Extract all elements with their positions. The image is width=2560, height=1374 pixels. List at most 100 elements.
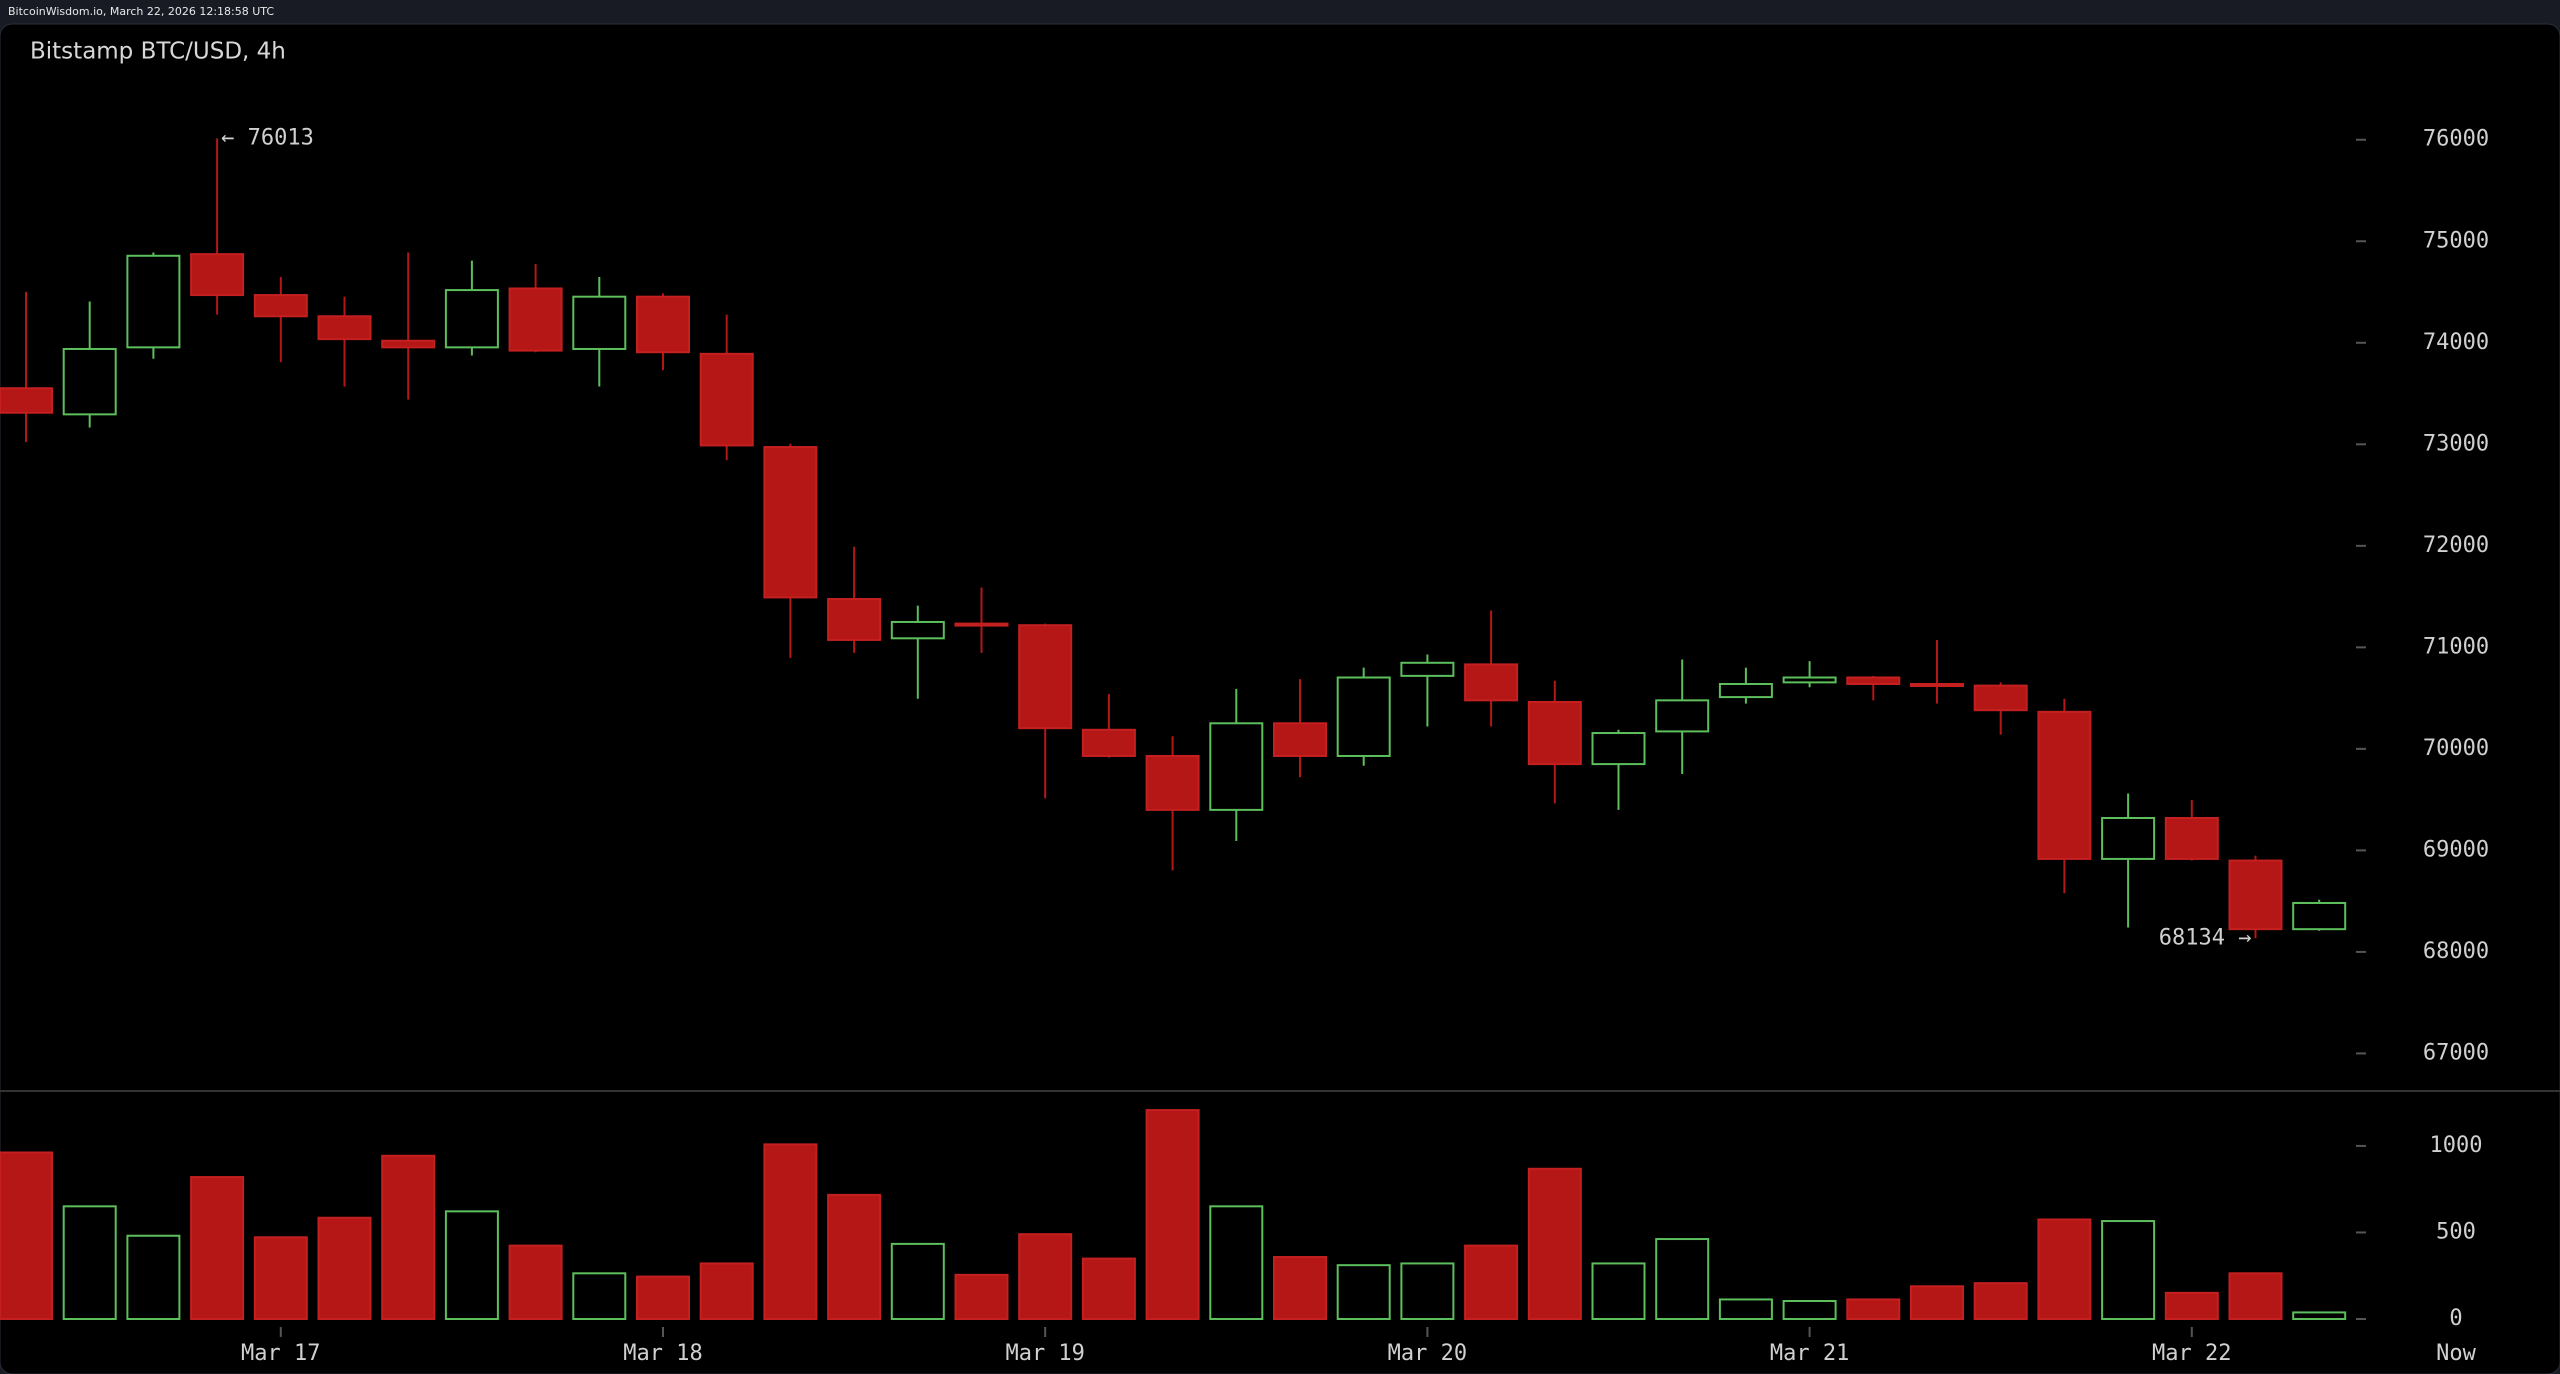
- volume-bar: [699, 1262, 754, 1320]
- chart-title: Bitstamp BTC/USD, 4h: [30, 39, 286, 65]
- candle-body: [827, 598, 882, 641]
- volume-bar: [253, 1236, 308, 1321]
- volume-bar: [126, 1234, 181, 1320]
- volume-bar: [1018, 1233, 1073, 1320]
- volume-bar: [1527, 1167, 1582, 1321]
- y-tick-label: 75000: [2423, 228, 2489, 253]
- volume-bar: [1081, 1257, 1136, 1321]
- volume-bar: [2037, 1218, 2092, 1320]
- chart-panel: [0, 23, 2560, 1374]
- volume-bar: [1718, 1298, 1773, 1320]
- volume-bar: [381, 1154, 436, 1320]
- volume-bar: [1400, 1262, 1455, 1320]
- candle-body: [699, 352, 754, 447]
- candle-body: [444, 289, 499, 349]
- volume-bar: [0, 1151, 53, 1320]
- y-tick-label: 68000: [2423, 939, 2489, 964]
- candle-body: [190, 253, 245, 297]
- candle-body: [1400, 661, 1455, 677]
- candle-body: [1527, 700, 1582, 766]
- x-tick-label: Mar 22: [2152, 1341, 2231, 1366]
- candle-body: [1081, 728, 1136, 757]
- candle-body: [508, 287, 563, 352]
- x-tick-label: Mar 18: [623, 1341, 702, 1366]
- volume-bar: [890, 1242, 945, 1321]
- candle-body: [1910, 682, 1964, 687]
- candle-body: [1718, 682, 1773, 699]
- volume-bar: [2228, 1272, 2283, 1321]
- candle-body: [1782, 676, 1837, 684]
- volume-bar: [190, 1176, 245, 1320]
- candle-body: [2101, 817, 2156, 860]
- y-tick-label: 72000: [2423, 533, 2489, 558]
- volume-bar: [1209, 1205, 1264, 1320]
- volume-bar: [763, 1143, 818, 1320]
- volume-bar: [444, 1210, 499, 1321]
- candle-body: [1655, 699, 1710, 733]
- candle-body: [954, 622, 1009, 627]
- candle-body: [1464, 663, 1519, 702]
- y-tick-label: 73000: [2423, 431, 2489, 456]
- candle-body: [126, 254, 181, 349]
- volume-bar: [317, 1216, 372, 1320]
- volume-bar: [1846, 1298, 1901, 1320]
- y-tick-label: 76000: [2423, 127, 2489, 152]
- volume-tick-label: 1000: [2430, 1133, 2483, 1158]
- candle-body: [763, 446, 818, 599]
- x-tick-label: Mar 21: [1770, 1341, 1849, 1366]
- volume-bar: [2292, 1311, 2347, 1321]
- candle-body: [381, 339, 436, 349]
- candle-body: [1145, 754, 1200, 811]
- y-tick-label: 71000: [2423, 634, 2489, 659]
- volume-bar: [827, 1193, 882, 1320]
- volume-tick-label: 0: [2449, 1306, 2462, 1331]
- volume-bar: [1591, 1262, 1646, 1320]
- candle-body: [636, 295, 690, 354]
- candle-body: [1973, 684, 2028, 712]
- candle-body: [2037, 710, 2092, 860]
- y-tick-label: 67000: [2423, 1040, 2489, 1065]
- candle-body: [317, 315, 372, 341]
- candle-body: [2292, 901, 2347, 931]
- candle-body: [1273, 722, 1327, 757]
- extreme-annotation: 68134 →: [2159, 925, 2252, 950]
- candle-body: [1209, 722, 1264, 811]
- volume-tick-label: 500: [2436, 1219, 2476, 1244]
- candle-body: [2164, 817, 2219, 860]
- volume-bar: [954, 1273, 1009, 1320]
- candle-body: [62, 347, 117, 416]
- candle-body: [890, 620, 945, 640]
- volume-bar: [1145, 1109, 1200, 1321]
- y-tick-label: 70000: [2423, 736, 2489, 761]
- x-tick-label: Mar 17: [241, 1341, 320, 1366]
- volume-bar: [508, 1244, 563, 1320]
- candle-body: [1336, 676, 1391, 757]
- now-label: Now: [2436, 1341, 2476, 1366]
- candle-body: [1018, 624, 1073, 730]
- volume-bar: [1655, 1238, 1710, 1320]
- volume-bar: [1273, 1256, 1327, 1320]
- x-tick-label: Mar 19: [1005, 1341, 1084, 1366]
- volume-bar: [1336, 1264, 1391, 1321]
- volume-bar: [572, 1272, 627, 1321]
- volume-bar: [1464, 1244, 1519, 1320]
- volume-bar: [1910, 1285, 1964, 1320]
- y-tick-label: 69000: [2423, 837, 2489, 862]
- candle-body: [0, 387, 53, 414]
- volume-bar: [2101, 1220, 2156, 1320]
- candle-body: [1591, 732, 1646, 766]
- volume-bar: [62, 1205, 117, 1320]
- volume-bar: [636, 1275, 690, 1321]
- x-tick-label: Mar 20: [1388, 1341, 1467, 1366]
- y-tick-label: 74000: [2423, 330, 2489, 355]
- candle-body: [572, 295, 627, 350]
- candle-body: [1846, 676, 1901, 685]
- candle-body: [253, 294, 308, 318]
- volume-bar: [2164, 1291, 2219, 1320]
- page-header: BitcoinWisdom.io, March 22, 2026 12:18:5…: [8, 5, 274, 18]
- extreme-annotation: ← 76013: [221, 125, 314, 150]
- volume-bar: [1973, 1282, 2028, 1321]
- candle-body: [2228, 859, 2283, 931]
